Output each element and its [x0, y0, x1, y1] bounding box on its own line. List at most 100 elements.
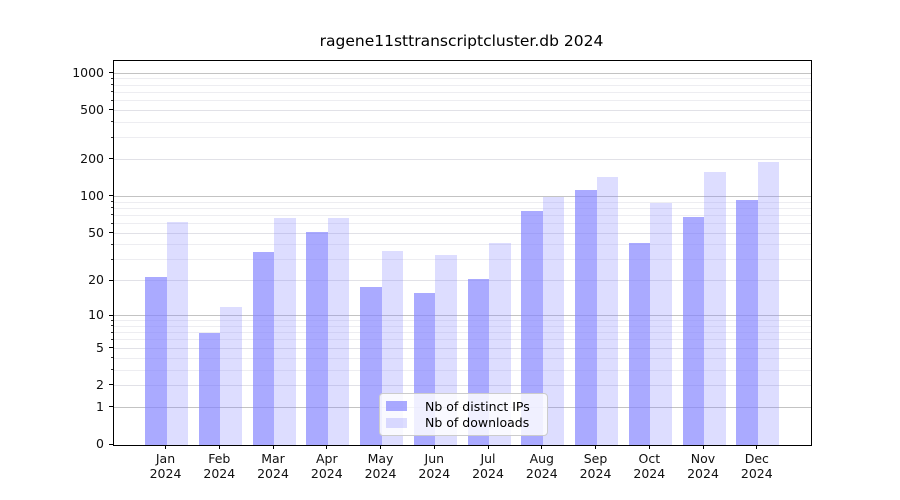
y-minor-tick-40 — [110, 243, 113, 245]
gridline-700 — [114, 91, 811, 93]
x-tick-year: 2024 — [687, 466, 719, 481]
x-tick-month: Nov — [690, 451, 716, 466]
bar-distinct-ips-oct — [628, 242, 651, 445]
y-tick-mark-1 — [109, 406, 113, 408]
x-tick-label-may: May 2024 — [349, 451, 413, 481]
x-tick-label-apr: Apr 2024 — [295, 451, 359, 481]
bar-downloads-mar — [274, 218, 296, 445]
gridline-7 — [114, 332, 811, 334]
y-minor-tick-800 — [110, 84, 113, 86]
gridline-900 — [114, 78, 811, 80]
x-tick-month: Feb — [208, 451, 231, 466]
x-tick-label-dec: Dec 2024 — [725, 451, 789, 481]
x-tick-mark-feb — [218, 445, 220, 449]
x-tick-year: 2024 — [740, 466, 773, 481]
y-tick-mark-0 — [109, 443, 113, 445]
x-tick-label-jan: Jan 2024 — [134, 451, 198, 481]
y-tick-label-200: 200 — [80, 150, 104, 166]
y-minor-tick-3 — [110, 369, 113, 370]
x-tick-year: 2024 — [310, 466, 343, 481]
x-tick-mark-oct — [648, 445, 650, 449]
bar-downloads-feb — [220, 307, 242, 445]
y-minor-tick-6 — [110, 338, 113, 340]
y-tick-label-5: 5 — [96, 339, 104, 355]
x-tick-label-oct: Oct 2024 — [617, 451, 681, 481]
gridline-4 — [114, 357, 811, 359]
legend-swatch-downloads — [386, 417, 407, 428]
x-tick-month: Apr — [315, 451, 338, 466]
bar-downloads-jan — [166, 222, 188, 445]
x-tick-year: 2024 — [203, 466, 236, 481]
y-tick-label-20: 20 — [88, 272, 104, 288]
gridline-20 — [114, 280, 811, 282]
gridline-10 — [114, 315, 811, 317]
y-tick-mark-100 — [109, 195, 113, 197]
y-minor-tick-600 — [110, 99, 113, 101]
x-tick-label-feb: Feb 2024 — [187, 451, 251, 481]
y-minor-tick-60 — [110, 222, 113, 224]
x-tick-year: 2024 — [257, 466, 289, 481]
x-tick-month: Jun — [424, 451, 445, 466]
bar-downloads-dec — [757, 161, 780, 445]
x-tick-mark-mar — [272, 445, 274, 449]
x-tick-year: 2024 — [418, 466, 451, 481]
x-tick-mark-may — [380, 445, 381, 449]
y-tick-label-0: 0 — [96, 436, 104, 451]
gridline-300 — [114, 137, 811, 139]
gridline-50 — [114, 232, 811, 234]
y-tick-mark-2 — [109, 384, 113, 386]
bar-distinct-ips-nov — [682, 217, 704, 445]
y-minor-tick-400 — [110, 121, 113, 123]
gridline-400 — [114, 121, 811, 123]
gridline-5 — [114, 347, 811, 349]
x-tick-mark-sep — [595, 445, 596, 449]
x-tick-label-jul: Jul 2024 — [456, 451, 520, 481]
gridline-90 — [114, 201, 811, 203]
x-tick-year: 2024 — [633, 466, 666, 481]
y-tick-mark-500 — [109, 109, 113, 111]
bar-distinct-ips-jan — [145, 276, 167, 445]
x-tick-month: Aug — [529, 451, 554, 466]
y-minor-tick-30 — [110, 258, 113, 260]
x-tick-month: Oct — [638, 451, 661, 466]
gridline-2 — [114, 384, 811, 386]
legend-swatch-distinct-ips — [386, 401, 407, 412]
gridline-3 — [114, 369, 811, 371]
bar-downloads-aug — [542, 196, 565, 445]
chart-title: ragene11sttranscriptcluster.db 2024 — [319, 32, 604, 50]
x-tick-label-sep: Sep 2024 — [564, 451, 628, 481]
x-tick-year: 2024 — [149, 466, 182, 481]
y-minor-tick-7 — [110, 331, 113, 333]
y-tick-label-1000: 1000 — [72, 64, 104, 80]
legend-label-downloads: Nb of downloads — [425, 415, 530, 431]
x-tick-year: 2024 — [579, 466, 612, 481]
y-minor-tick-8 — [110, 325, 113, 327]
x-tick-mark-aug — [541, 445, 543, 449]
bar-distinct-ips-feb — [198, 333, 221, 445]
x-tick-label-aug: Aug 2024 — [510, 451, 574, 481]
gridline-30 — [114, 259, 811, 261]
x-tick-month: Jan — [155, 451, 176, 466]
y-minor-tick-80 — [110, 207, 113, 209]
x-tick-month: Sep — [583, 451, 608, 466]
y-tick-label-500: 500 — [80, 101, 104, 117]
bar-distinct-ips-apr — [306, 231, 328, 445]
bar-downloads-apr — [327, 218, 350, 445]
y-tick-mark-20 — [109, 279, 113, 281]
bar-distinct-ips-mar — [252, 252, 274, 445]
x-tick-year: 2024 — [364, 466, 397, 481]
y-tick-label-50: 50 — [88, 224, 104, 240]
y-minor-tick-4 — [110, 357, 113, 358]
grid-layer — [114, 61, 811, 445]
x-tick-year: 2024 — [472, 466, 504, 481]
x-tick-mark-apr — [326, 445, 328, 449]
bar-distinct-ips-may — [360, 286, 382, 445]
x-tick-month: Dec — [744, 451, 769, 466]
x-tick-month: Jul — [480, 451, 496, 466]
gridline-600 — [114, 100, 811, 101]
x-tick-month: Mar — [261, 451, 285, 466]
x-tick-mark-dec — [756, 445, 758, 449]
x-tick-month: May — [367, 451, 394, 466]
y-tick-label-1: 1 — [96, 398, 104, 414]
y-tick-label-10: 10 — [88, 307, 104, 323]
